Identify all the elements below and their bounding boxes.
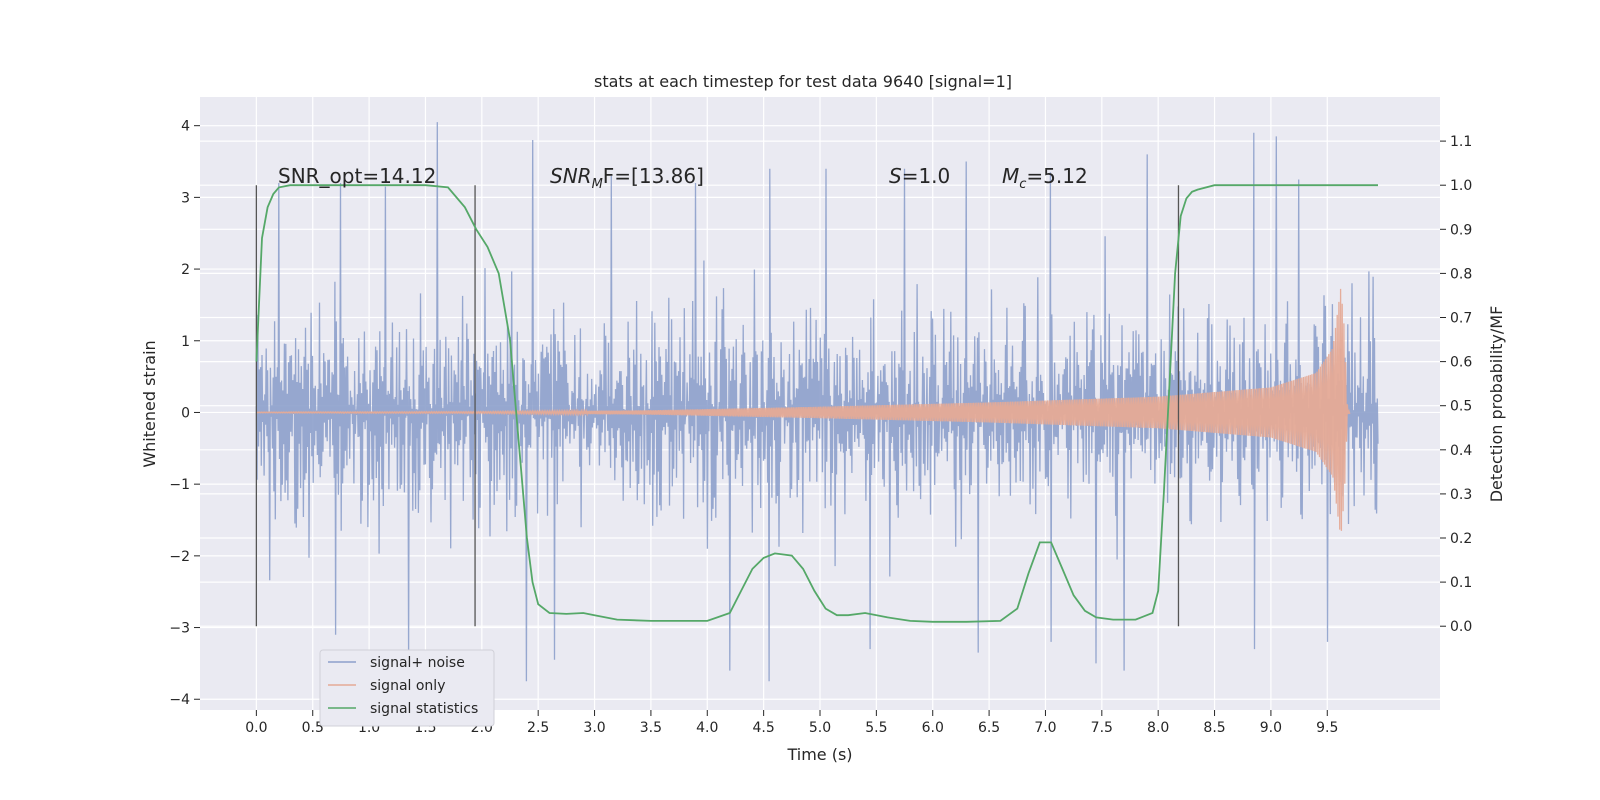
x-tick-label: 9.0	[1260, 720, 1282, 736]
y-right-tick-label: 0.0	[1450, 619, 1472, 635]
y-right-tick-label: 0.2	[1450, 531, 1472, 547]
annotation-s: S=1.0	[889, 164, 950, 188]
y-axis-right-ticks: 0.0 0.1 0.2 0.3 0.4 0.5 0.6 0.7 0.8 0.9 1.0 1.1	[1440, 134, 1472, 635]
annotation-snr-mf-base: SNR	[550, 164, 592, 188]
y-right-tick-label: 1.0	[1450, 178, 1472, 194]
y-left-tick-label: −4	[169, 692, 190, 708]
x-tick-label: 0.0	[245, 720, 267, 736]
legend-label-signal-statistics: signal statistics	[370, 701, 478, 717]
y-right-tick-label: 0.3	[1450, 487, 1472, 503]
annotation-mc-base: M	[1002, 164, 1019, 188]
y-left-tick-label: 0	[181, 405, 190, 421]
x-tick-label: 8.0	[1147, 720, 1169, 736]
y-right-tick-label: 0.8	[1450, 266, 1472, 282]
x-tick-label: 4.5	[753, 720, 775, 736]
legend-label-signal-only: signal only	[370, 678, 445, 694]
y-right-tick-label: 0.7	[1450, 311, 1472, 327]
y-axis-right-label: Detection probability/MF	[1487, 306, 1506, 503]
x-tick-label: 2.5	[527, 720, 549, 736]
x-axis-ticks: 0.0 0.5 1.0 1.5 2.0 2.5 3.0 3.5 4.0 4.5 5.0 5.5 6.0 6…	[245, 710, 1338, 736]
x-tick-label: 5.0	[809, 720, 831, 736]
annotation-snr-opt: SNR_opt=14.12	[278, 164, 436, 188]
annotation-snr-mf: SNRMF=[13.86]	[550, 164, 704, 192]
x-tick-label: 7.5	[1091, 720, 1113, 736]
y-right-tick-label: 0.6	[1450, 355, 1472, 371]
y-left-tick-label: −1	[169, 477, 190, 493]
chart-title: stats at each timestep for test data 964…	[594, 72, 1012, 91]
x-tick-label: 3.0	[583, 720, 605, 736]
y-axis-left-label: Whitened strain	[140, 340, 159, 467]
signal-noise-line	[255, 122, 1379, 682]
series-signal-noise	[255, 122, 1379, 682]
legend-box	[319, 649, 495, 727]
y-left-tick-label: 2	[181, 262, 190, 278]
y-axis-left-ticks: −4 −3 −2 −1 0 1 2 3 4	[169, 119, 200, 708]
y-left-tick-label: 1	[181, 334, 190, 350]
y-left-tick-label: 3	[181, 190, 190, 206]
detection-markers	[255, 185, 1180, 627]
y-right-tick-label: 0.5	[1450, 399, 1472, 415]
annotation-snr-mf-sub: M	[592, 177, 603, 192]
annotation-mc: Mc=5.12	[1002, 164, 1088, 192]
y-left-tick-label: 4	[181, 119, 190, 135]
annotation-s-value: =1.0	[902, 164, 951, 188]
signal-statistics-line	[255, 184, 1378, 623]
legend-label-signal-noise: signal+ noise	[370, 655, 465, 671]
x-tick-label: 9.5	[1316, 720, 1338, 736]
x-tick-label: 0.5	[302, 720, 324, 736]
y-left-tick-label: −3	[169, 621, 190, 637]
series-signal-statistics	[255, 184, 1378, 623]
x-tick-label: 4.0	[696, 720, 718, 736]
x-tick-label: 3.5	[640, 720, 662, 736]
y-right-tick-label: 0.4	[1450, 443, 1472, 459]
annotation-s-label: S	[889, 164, 902, 188]
x-tick-label: 6.5	[978, 720, 1000, 736]
y-right-tick-label: 0.9	[1450, 222, 1472, 238]
annotation-snr-mf-rest: F=[13.86]	[603, 164, 704, 188]
x-tick-label: 7.0	[1034, 720, 1056, 736]
y-left-tick-label: −2	[169, 549, 190, 565]
legend: signal+ noise signal only signal statist…	[319, 649, 495, 727]
annotation-mc-sub: c	[1019, 177, 1026, 192]
x-tick-label: 8.5	[1203, 720, 1225, 736]
annotation-mc-value: =5.12	[1026, 164, 1087, 188]
x-tick-label: 5.5	[865, 720, 887, 736]
x-tick-label: 6.0	[922, 720, 944, 736]
x-axis-label: Time (s)	[786, 745, 852, 764]
y-right-tick-label: 0.1	[1450, 575, 1472, 591]
y-right-tick-label: 1.1	[1450, 134, 1472, 150]
